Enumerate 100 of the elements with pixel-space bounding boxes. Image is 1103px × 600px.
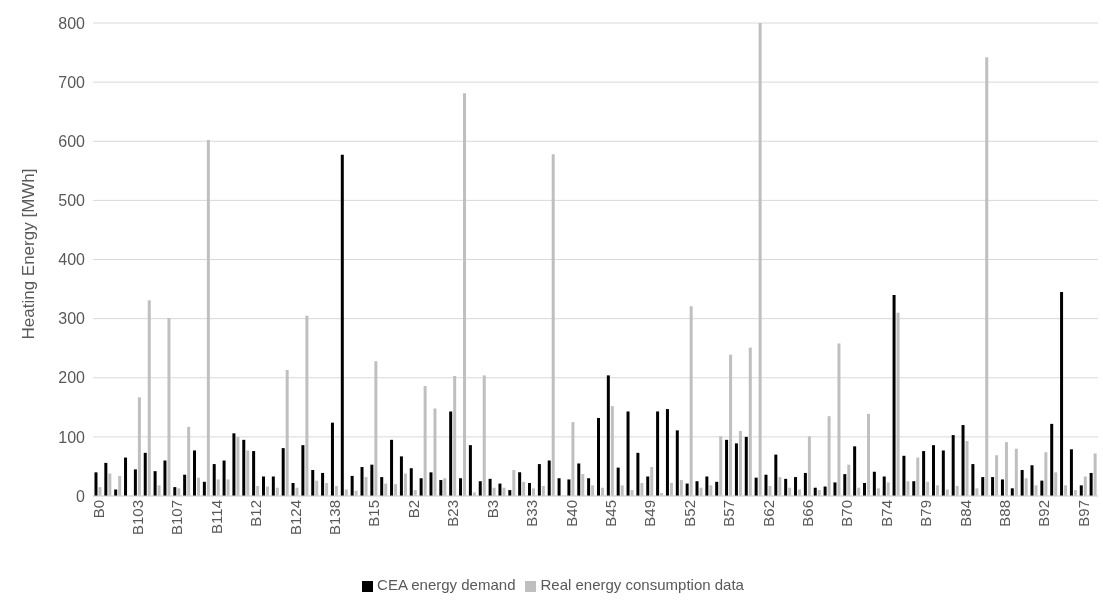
bar (532, 488, 536, 496)
bar (606, 375, 610, 496)
bar (764, 474, 768, 496)
bar (394, 484, 398, 496)
bar (187, 426, 191, 496)
x-tick-label: B114 (207, 500, 225, 534)
bar (935, 485, 939, 496)
bar (951, 435, 955, 496)
bar (744, 436, 748, 496)
bar (104, 462, 108, 496)
bar (995, 455, 999, 496)
bar (729, 354, 733, 496)
bar (833, 482, 837, 496)
y-tick-label: 200 (58, 369, 86, 387)
bar (867, 413, 871, 496)
x-tick-label: B74 (877, 500, 895, 527)
bar (1004, 442, 1008, 496)
bar (754, 477, 758, 496)
bar (709, 485, 713, 496)
x-tick-label: B79 (917, 500, 935, 527)
bar (719, 436, 723, 496)
bar (212, 464, 216, 496)
bar (360, 467, 364, 496)
legend-label: Real energy consumption data (540, 576, 744, 593)
y-tick-label: 0 (76, 487, 86, 505)
bar (794, 477, 798, 496)
bar (581, 474, 585, 496)
x-tick-label: B0 (89, 500, 107, 519)
bar (528, 482, 532, 496)
bar (926, 481, 930, 496)
x-tick-label: B49 (641, 500, 659, 527)
bar (291, 482, 295, 496)
y-tick-label: 800 (58, 14, 86, 32)
x-tick-label: B33 (523, 500, 541, 527)
bar (463, 93, 467, 496)
bar (807, 436, 811, 496)
bar (124, 457, 128, 496)
bar (167, 318, 171, 496)
bar (271, 476, 275, 496)
bar (478, 481, 482, 496)
bar (423, 386, 427, 496)
bar (143, 452, 147, 496)
bar (193, 450, 197, 496)
bar (482, 375, 486, 496)
bar (453, 375, 457, 496)
bar (222, 460, 226, 496)
bar (567, 479, 571, 496)
bar (419, 478, 423, 496)
bar (443, 478, 447, 496)
bar (945, 489, 949, 496)
bar (206, 140, 210, 496)
bar (147, 300, 151, 496)
bar (587, 478, 591, 496)
bar (886, 482, 890, 496)
bar (183, 474, 187, 496)
bar (1044, 452, 1048, 496)
y-tick-label: 700 (58, 73, 86, 91)
bar (177, 488, 181, 496)
bar (311, 469, 315, 496)
bar (1030, 465, 1034, 496)
bar (876, 488, 880, 496)
bar (665, 409, 669, 496)
x-tick-label: B70 (838, 500, 856, 527)
bar (197, 477, 201, 496)
bar (725, 439, 729, 496)
bar (803, 472, 807, 496)
bar (114, 489, 118, 496)
bar (571, 422, 575, 496)
bar (226, 479, 230, 496)
bar (695, 481, 699, 496)
x-tick-label: B66 (798, 500, 816, 527)
bar (133, 469, 137, 496)
y-tick-label: 600 (58, 132, 86, 150)
bar (689, 306, 693, 496)
bar (1000, 479, 1004, 496)
bar (734, 443, 738, 496)
x-tick-label: B103 (128, 500, 146, 536)
bar (577, 463, 581, 496)
x-tick-label: B23 (444, 500, 462, 527)
bar (557, 478, 561, 496)
bar (94, 472, 98, 496)
bar (403, 473, 407, 496)
bar (163, 460, 167, 496)
bar (364, 477, 368, 496)
bar (321, 472, 325, 496)
bar (325, 482, 329, 496)
bar (961, 425, 965, 496)
bar (285, 370, 289, 496)
bar (758, 23, 762, 496)
y-tick-label: 500 (58, 192, 86, 210)
bar (541, 485, 545, 496)
bar (305, 315, 309, 496)
bar (902, 455, 906, 496)
bar (1069, 449, 1073, 496)
bar (1024, 478, 1028, 496)
bar (1034, 485, 1038, 496)
bar (784, 478, 788, 496)
bar (334, 485, 338, 496)
bar (640, 482, 644, 496)
bar (991, 477, 995, 496)
